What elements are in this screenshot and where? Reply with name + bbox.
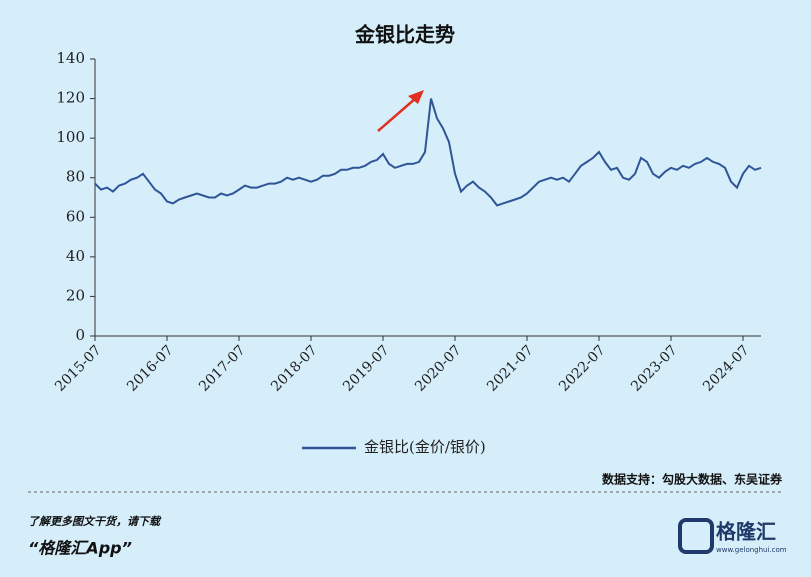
- logo-url: www.gelonghui.com: [716, 546, 787, 554]
- plot-area: 0 20 40 60 80 100 120 140 2015-07 2016-07 2017-07 2…: [52, 49, 762, 395]
- annotation-arrow: [377, 97, 417, 132]
- x-tick-label: 2017-07: [196, 342, 248, 394]
- x-tick-label: 2024-07: [700, 342, 752, 394]
- x-tick-label: 2015-07: [52, 342, 104, 394]
- y-tick-label: 120: [56, 89, 85, 107]
- x-tick-label: 2023-07: [628, 342, 680, 394]
- y-tick-label: 100: [56, 128, 85, 146]
- x-tick-label: 2018-07: [268, 342, 320, 394]
- annotation-arrowhead: [408, 90, 424, 104]
- y-tick-label: 20: [66, 286, 85, 304]
- logo-name: 格隆汇: [716, 520, 776, 544]
- legend-label: 金银比(金价/银价): [364, 438, 486, 456]
- x-tick-label: 2020-07: [412, 342, 464, 394]
- chart-title: 金银比走势: [354, 23, 455, 47]
- source: 数据支持：勾股大数据、东吴证券: [602, 472, 783, 487]
- y-tick-label: 140: [56, 49, 85, 67]
- logo-icon: [678, 518, 714, 554]
- footer-app: “格隆汇App”: [28, 539, 132, 558]
- x-tick-label: 2021-07: [484, 342, 536, 394]
- x-tick-label: 2019-07: [340, 342, 392, 394]
- line-series: [94, 98, 762, 207]
- y-tick-label: 0: [75, 326, 85, 344]
- y-tick-label: 40: [66, 247, 85, 265]
- x-tick-label: 2022-07: [556, 342, 608, 394]
- y-tick-label: 80: [66, 168, 85, 186]
- y-tick-label: 60: [66, 207, 85, 225]
- footer-prompt: 了解更多图文干货，请下载: [28, 515, 162, 528]
- x-tick-label: 2016-07: [124, 342, 176, 394]
